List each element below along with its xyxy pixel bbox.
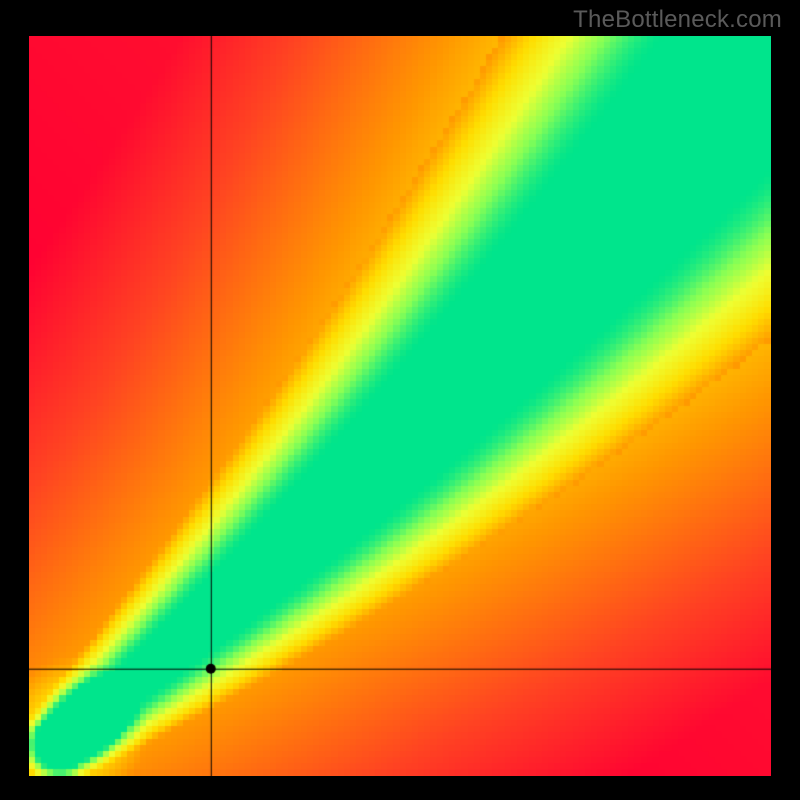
chart-container: TheBottleneck.com bbox=[0, 0, 800, 800]
plot-area bbox=[29, 36, 771, 776]
crosshair-overlay bbox=[29, 36, 771, 776]
watermark-text: TheBottleneck.com bbox=[573, 6, 782, 34]
